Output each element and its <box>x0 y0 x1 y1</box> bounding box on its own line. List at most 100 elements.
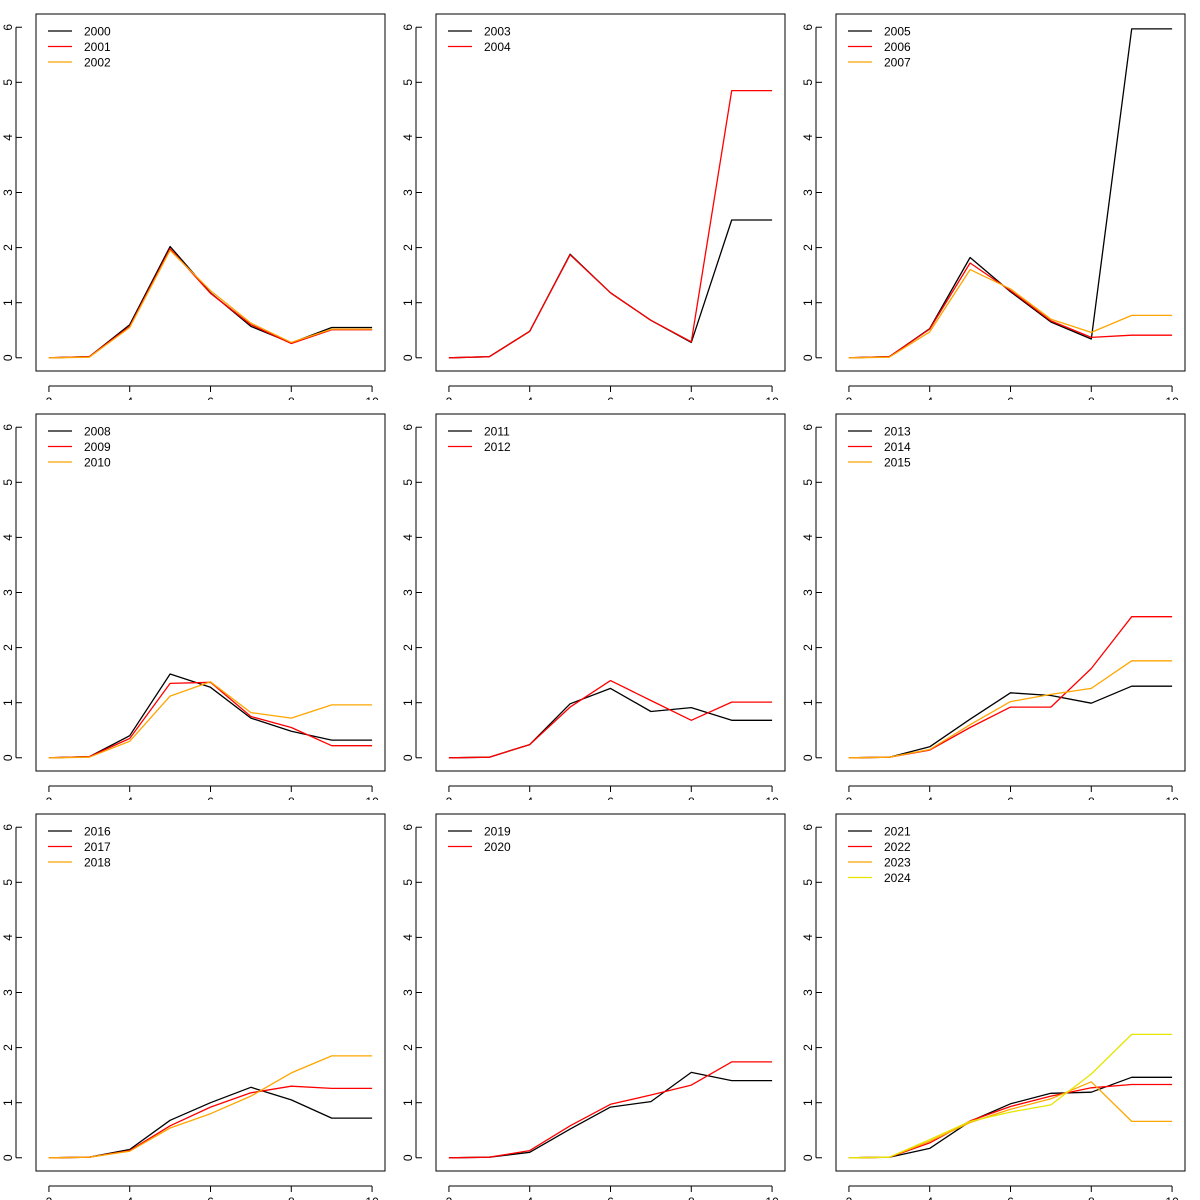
y-tick-label: 6 <box>401 424 415 431</box>
y-tick-label: 5 <box>401 879 415 886</box>
y-tick-label: 4 <box>801 534 815 541</box>
y-tick-label: 5 <box>1 479 15 486</box>
x-tick-label: 10 <box>765 795 779 800</box>
plot-frame <box>435 13 786 372</box>
y-tick-label: 1 <box>401 699 415 706</box>
series-line-2014 <box>848 616 1173 759</box>
x-tick-label: 8 <box>688 1195 695 1200</box>
x-tick-label: 4 <box>526 1195 533 1200</box>
y-tick-label: 3 <box>1 989 15 996</box>
plot-frame <box>835 813 1186 1172</box>
x-tick-label: 10 <box>365 1195 379 1200</box>
x-tick-label: 6 <box>607 795 614 800</box>
y-tick-label: 5 <box>401 79 415 86</box>
y-tick-label: 1 <box>401 1099 415 1106</box>
series-line-2012 <box>448 679 773 759</box>
y-tick-label: 2 <box>1 244 15 251</box>
plot-frame <box>35 813 386 1172</box>
y-tick-label: 4 <box>801 934 815 941</box>
plot-frame <box>435 413 786 772</box>
legend-label-2014: 2014 <box>884 440 911 454</box>
x-tick-label: 6 <box>207 1195 214 1200</box>
series-line-2004 <box>448 89 773 359</box>
y-tick-label: 2 <box>401 244 415 251</box>
x-tick-label: 8 <box>1088 395 1095 400</box>
legend-label-2007: 2007 <box>884 56 911 70</box>
series-line-2022 <box>848 1083 1173 1159</box>
x-tick-label: 2 <box>46 395 53 400</box>
legend-label-2009: 2009 <box>84 440 111 454</box>
y-tick-label: 4 <box>1 534 15 541</box>
x-tick-label: 6 <box>1007 1195 1014 1200</box>
x-tick-label: 2 <box>846 395 853 400</box>
legend-label-2022: 2022 <box>884 840 911 854</box>
series-line-2015 <box>848 660 1173 759</box>
y-tick-label: 2 <box>1 644 15 651</box>
legend-label-2005: 2005 <box>884 25 911 39</box>
y-tick-label: 2 <box>1 1044 15 1051</box>
y-tick-label: 0 <box>401 354 415 361</box>
y-tick-label: 1 <box>801 699 815 706</box>
x-tick-label: 2 <box>446 795 453 800</box>
y-tick-label: 4 <box>401 534 415 541</box>
y-tick-label: 4 <box>801 134 815 141</box>
y-tick-label: 0 <box>1 1154 15 1161</box>
x-tick-label: 8 <box>1088 795 1095 800</box>
y-tick-label: 6 <box>801 424 815 431</box>
series-line-2009 <box>48 681 373 759</box>
legend-label-2012: 2012 <box>484 440 511 454</box>
series-line-2000 <box>48 245 373 359</box>
y-tick-label: 5 <box>801 479 815 486</box>
x-tick-label: 8 <box>288 1195 295 1200</box>
y-tick-label: 3 <box>801 989 815 996</box>
x-tick-label: 6 <box>1007 795 1014 800</box>
x-tick-label: 10 <box>365 795 379 800</box>
series-line-2019 <box>448 1071 773 1159</box>
y-tick-label: 2 <box>401 644 415 651</box>
x-tick-label: 10 <box>765 395 779 400</box>
legend-label-2018: 2018 <box>84 856 111 870</box>
y-tick-label: 3 <box>1 589 15 596</box>
plot-frame <box>35 413 386 772</box>
legend-label-2000: 2000 <box>84 25 111 39</box>
legend-label-2001: 2001 <box>84 40 111 54</box>
x-tick-label: 4 <box>926 395 933 400</box>
x-tick-label: 6 <box>607 1195 614 1200</box>
x-tick-label: 2 <box>846 795 853 800</box>
legend-label-2008: 2008 <box>84 425 111 439</box>
y-tick-label: 2 <box>801 644 815 651</box>
series-line-2024 <box>848 1033 1173 1159</box>
x-tick-label: 10 <box>1165 1195 1179 1200</box>
x-tick-label: 4 <box>126 395 133 400</box>
y-tick-label: 5 <box>801 79 815 86</box>
y-tick-label: 5 <box>1 879 15 886</box>
y-tick-label: 0 <box>1 754 15 761</box>
y-tick-label: 3 <box>1 189 15 196</box>
x-tick-label: 4 <box>926 795 933 800</box>
y-tick-label: 1 <box>1 699 15 706</box>
legend-label-2003: 2003 <box>484 25 511 39</box>
x-tick-label: 4 <box>526 395 533 400</box>
x-tick-label: 8 <box>288 795 295 800</box>
y-tick-label: 1 <box>401 299 415 306</box>
x-tick-label: 10 <box>365 395 379 400</box>
series-line-2023 <box>848 1081 1173 1159</box>
y-tick-label: 0 <box>801 754 815 761</box>
plot-frame <box>835 413 1186 772</box>
y-tick-label: 1 <box>801 299 815 306</box>
legend-label-2021: 2021 <box>884 825 911 839</box>
y-tick-label: 0 <box>1 354 15 361</box>
series-line-2002 <box>48 249 373 359</box>
